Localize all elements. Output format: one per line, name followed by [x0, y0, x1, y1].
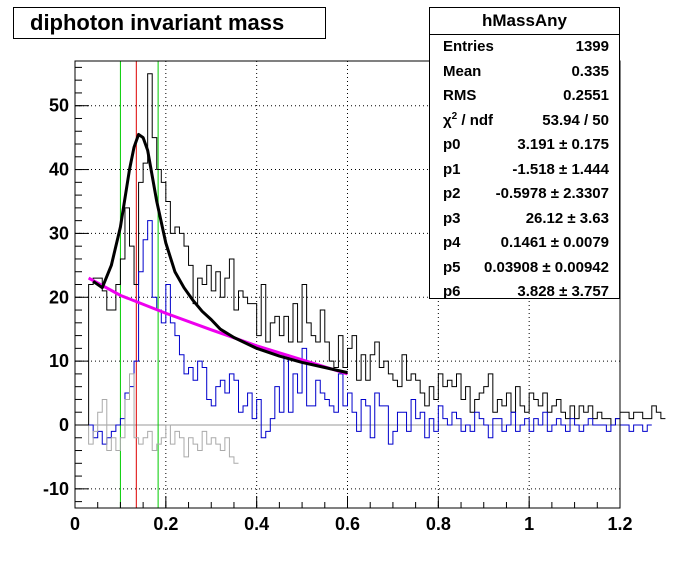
- histogram-sideband: [88, 373, 239, 464]
- stats-label: p0: [443, 136, 461, 153]
- stats-value: 3.191 ± 0.175: [517, 136, 609, 153]
- y-tick-label: 10: [49, 351, 69, 371]
- stats-value: 26.12 ± 3.63: [525, 209, 609, 227]
- histogram-series: [88, 73, 666, 464]
- stats-label: RMS: [443, 87, 477, 104]
- stats-value: 53.94 / 50: [542, 111, 609, 129]
- y-tick-label: 20: [49, 287, 69, 307]
- stats-value: 0.2551: [563, 87, 609, 104]
- x-tick-label: 1: [524, 514, 534, 534]
- stats-label: p4: [443, 234, 461, 251]
- stats-row: p3 26.12 ± 3.63: [430, 207, 619, 232]
- stats-histogram-name: hMassAny: [430, 8, 619, 35]
- y-tick-label: 50: [49, 96, 69, 116]
- stats-label: p6: [443, 283, 461, 300]
- stats-value: -0.5978 ± 2.3307: [495, 185, 609, 202]
- stats-row: p1 -1.518 ± 1.444: [430, 158, 619, 183]
- stats-label: χ2 / ndf: [443, 110, 494, 129]
- x-tick-label: 0.8: [426, 514, 451, 534]
- stats-row: p2 -0.5978 ± 2.3307: [430, 182, 619, 207]
- stats-label: Entries: [443, 38, 494, 55]
- y-tick-label: 0: [59, 415, 69, 435]
- stats-row: RMS 0.2551: [430, 84, 619, 109]
- stats-value: 0.03908 ± 0.00942: [483, 258, 609, 276]
- x-tick-label: 1.2: [607, 514, 632, 534]
- histogram-signal: [88, 220, 652, 445]
- stats-row: Entries 1399: [430, 35, 619, 60]
- x-tick-label: 0.6: [335, 514, 360, 534]
- stats-row: p5 0.03908 ± 0.00942: [430, 256, 619, 281]
- stats-row: χ2 / ndf 53.94 / 50: [430, 109, 619, 134]
- histogram-total: [88, 73, 666, 426]
- total-fit-curve: [92, 132, 348, 375]
- x-tick-label: 0.4: [244, 514, 269, 534]
- y-tick-label: 40: [49, 160, 69, 180]
- x-tick-label: 0.2: [153, 514, 178, 534]
- stats-label: p5: [443, 258, 461, 276]
- stats-value: 0.335: [571, 62, 609, 80]
- stats-value: 1399: [575, 38, 609, 55]
- stats-value: 0.1461 ± 0.0079: [500, 234, 609, 251]
- stats-label: Mean: [443, 62, 482, 80]
- background-fit-curve: [87, 276, 348, 376]
- stats-box: hMassAny Entries 1399 Mean 0.335 RMS 0.2551 χ2…: [429, 7, 620, 300]
- stats-row: Mean 0.335: [430, 60, 619, 85]
- stats-row: p0 3.191 ± 0.175: [430, 133, 619, 158]
- stats-value: 3.828 ± 3.757: [517, 283, 609, 300]
- stats-row: p6 3.828 ± 3.757: [430, 280, 619, 305]
- stats-label: p3: [443, 209, 461, 227]
- x-tick-label: 0: [70, 514, 80, 534]
- stats-rows: Entries 1399 Mean 0.335 RMS 0.2551 χ2 / ndf 53.…: [430, 35, 619, 305]
- stats-label: p1: [443, 160, 461, 178]
- stats-label: p2: [443, 185, 461, 202]
- stats-value: -1.518 ± 1.444: [512, 160, 609, 178]
- y-tick-label: -10: [43, 479, 69, 499]
- stats-row: p4 0.1461 ± 0.0079: [430, 231, 619, 256]
- chart-title: diphoton invariant mass: [13, 7, 326, 39]
- fit-curves: [87, 132, 348, 376]
- y-tick-label: 30: [49, 223, 69, 243]
